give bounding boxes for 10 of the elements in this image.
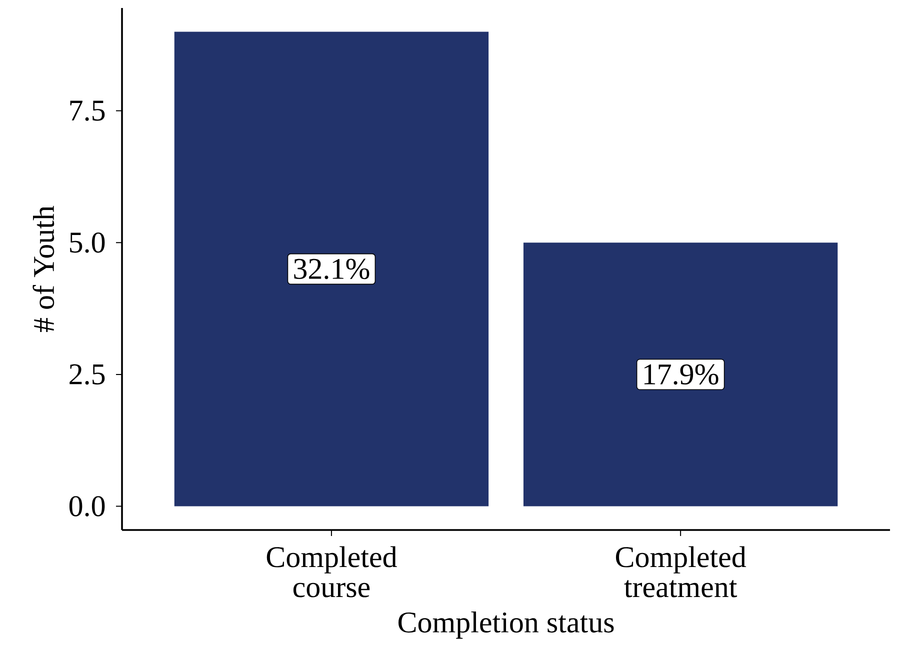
y-axis-title: # of Youth [32,206,54,332]
y-tick-label: 0.0 [69,496,105,516]
annotation: 32.1% [294,258,370,280]
x-tick-label: Completed course [266,546,397,598]
x-axis-title: Completion status [398,611,614,639]
x-tick-label: Completed treatment [616,546,746,598]
y-tick-label: 7.5 [70,100,105,121]
annotation: 17.9% [644,364,718,385]
y-tick-label: 2.5 [70,364,105,385]
y-tick-label: 5.0 [70,232,105,253]
